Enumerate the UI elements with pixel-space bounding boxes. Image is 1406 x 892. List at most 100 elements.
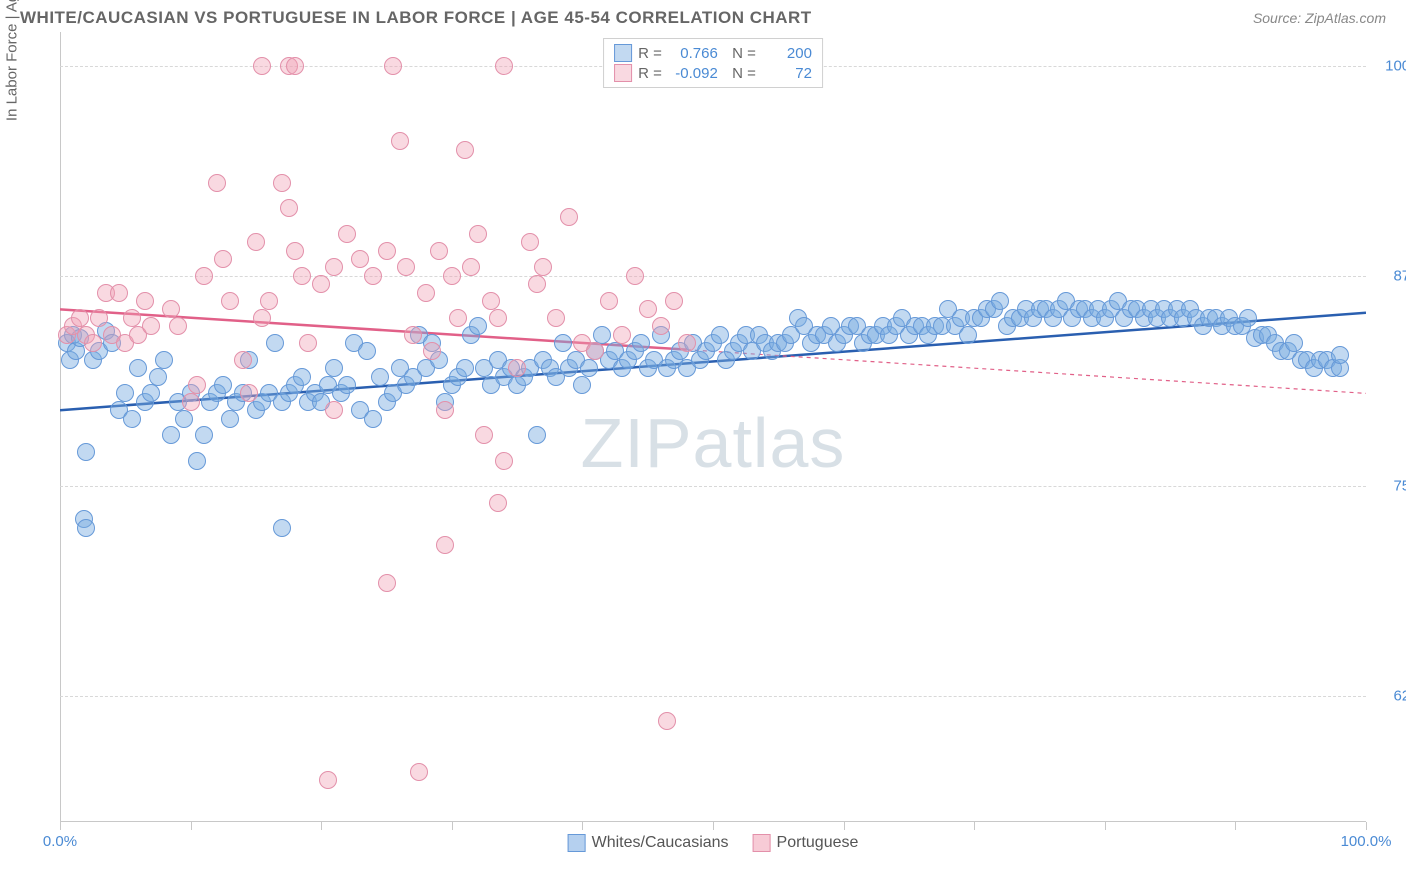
legend-key: N =	[724, 45, 756, 62]
data-point	[253, 57, 271, 75]
legend-row: R =-0.092 N =72	[614, 63, 812, 83]
legend-n: 200	[762, 45, 812, 62]
data-point	[404, 326, 422, 344]
legend-key: R =	[638, 65, 662, 82]
data-point	[293, 267, 311, 285]
data-point	[195, 426, 213, 444]
data-point	[71, 309, 89, 327]
y-axis-line	[60, 32, 61, 822]
legend-item: Portuguese	[753, 834, 859, 852]
gridline	[60, 486, 1366, 487]
data-point	[234, 351, 252, 369]
data-point	[116, 384, 134, 402]
legend-key: N =	[724, 65, 756, 82]
data-point	[142, 317, 160, 335]
legend-swatch	[753, 834, 771, 852]
data-point	[162, 300, 180, 318]
data-point	[319, 771, 337, 789]
x-tick	[60, 822, 61, 830]
data-point	[436, 536, 454, 554]
legend-key: R =	[638, 45, 662, 62]
data-point	[554, 334, 572, 352]
trend-lines	[60, 32, 1366, 822]
data-point	[286, 242, 304, 260]
x-tick	[844, 822, 845, 830]
x-tick	[1235, 822, 1236, 830]
data-point	[430, 242, 448, 260]
data-point	[436, 401, 454, 419]
data-point	[469, 225, 487, 243]
data-point	[711, 326, 729, 344]
data-point	[580, 359, 598, 377]
data-point	[214, 376, 232, 394]
title-bar: WHITE/CAUCASIAN VS PORTUGUESE IN LABOR F…	[0, 0, 1406, 32]
data-point	[188, 376, 206, 394]
data-point	[639, 300, 657, 318]
series-legend: Whites/Caucasians Portuguese	[568, 834, 859, 852]
data-point	[273, 174, 291, 192]
x-tick	[974, 822, 975, 830]
data-point	[482, 292, 500, 310]
chart-title: WHITE/CAUCASIAN VS PORTUGUESE IN LABOR F…	[20, 8, 812, 28]
legend-n: 72	[762, 65, 812, 82]
data-point	[123, 410, 141, 428]
x-tick	[582, 822, 583, 830]
y-tick-label: 75.0%	[1376, 477, 1406, 494]
data-point	[410, 763, 428, 781]
data-point	[1285, 334, 1303, 352]
data-point	[149, 368, 167, 386]
data-point	[528, 275, 546, 293]
data-point	[286, 57, 304, 75]
data-point	[280, 199, 298, 217]
data-point	[123, 309, 141, 327]
data-point	[573, 376, 591, 394]
data-point	[593, 326, 611, 344]
data-point	[182, 393, 200, 411]
legend-item: Whites/Caucasians	[568, 834, 729, 852]
data-point	[417, 284, 435, 302]
correlation-legend: R =0.766 N =200R =-0.092 N =72	[603, 38, 823, 88]
y-axis-label: In Labor Force | Age 45-54	[4, 0, 21, 121]
legend-r: 0.766	[668, 45, 718, 62]
data-point	[162, 426, 180, 444]
data-point	[273, 519, 291, 537]
data-point	[378, 574, 396, 592]
y-tick-label: 62.5%	[1376, 687, 1406, 704]
y-tick-label: 100.0%	[1376, 57, 1406, 74]
gridline	[60, 276, 1366, 277]
data-point	[247, 233, 265, 251]
data-point	[84, 334, 102, 352]
watermark: ZIPatlas	[581, 403, 846, 483]
data-point	[586, 342, 604, 360]
x-tick	[1105, 822, 1106, 830]
data-point	[240, 384, 258, 402]
source-label: Source: ZipAtlas.com	[1253, 10, 1386, 26]
data-point	[1331, 346, 1349, 364]
scatter-plot: ZIPatlas R =0.766 N =200R =-0.092 N =72 …	[60, 32, 1366, 822]
data-point	[495, 57, 513, 75]
data-point	[678, 334, 696, 352]
data-point	[195, 267, 213, 285]
data-point	[110, 284, 128, 302]
legend-label: Portuguese	[777, 834, 859, 852]
data-point	[469, 317, 487, 335]
x-tick	[1366, 822, 1367, 830]
data-point	[626, 267, 644, 285]
data-point	[658, 712, 676, 730]
data-point	[358, 342, 376, 360]
data-point	[632, 334, 650, 352]
data-point	[600, 292, 618, 310]
data-point	[221, 292, 239, 310]
data-point	[364, 410, 382, 428]
data-point	[338, 376, 356, 394]
data-point	[665, 292, 683, 310]
legend-swatch	[614, 44, 632, 62]
data-point	[169, 317, 187, 335]
data-point	[253, 309, 271, 327]
data-point	[613, 326, 631, 344]
data-point	[208, 174, 226, 192]
gridline	[60, 696, 1366, 697]
data-point	[129, 359, 147, 377]
data-point	[155, 351, 173, 369]
data-point	[423, 342, 441, 360]
